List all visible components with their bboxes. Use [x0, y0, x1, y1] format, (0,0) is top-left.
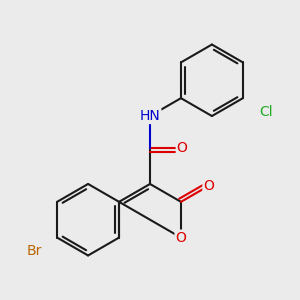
Text: O: O [177, 141, 188, 155]
Text: O: O [203, 179, 214, 193]
Text: Br: Br [26, 244, 42, 258]
Text: Cl: Cl [259, 105, 273, 118]
Text: HN: HN [140, 109, 160, 123]
Text: O: O [176, 231, 186, 244]
